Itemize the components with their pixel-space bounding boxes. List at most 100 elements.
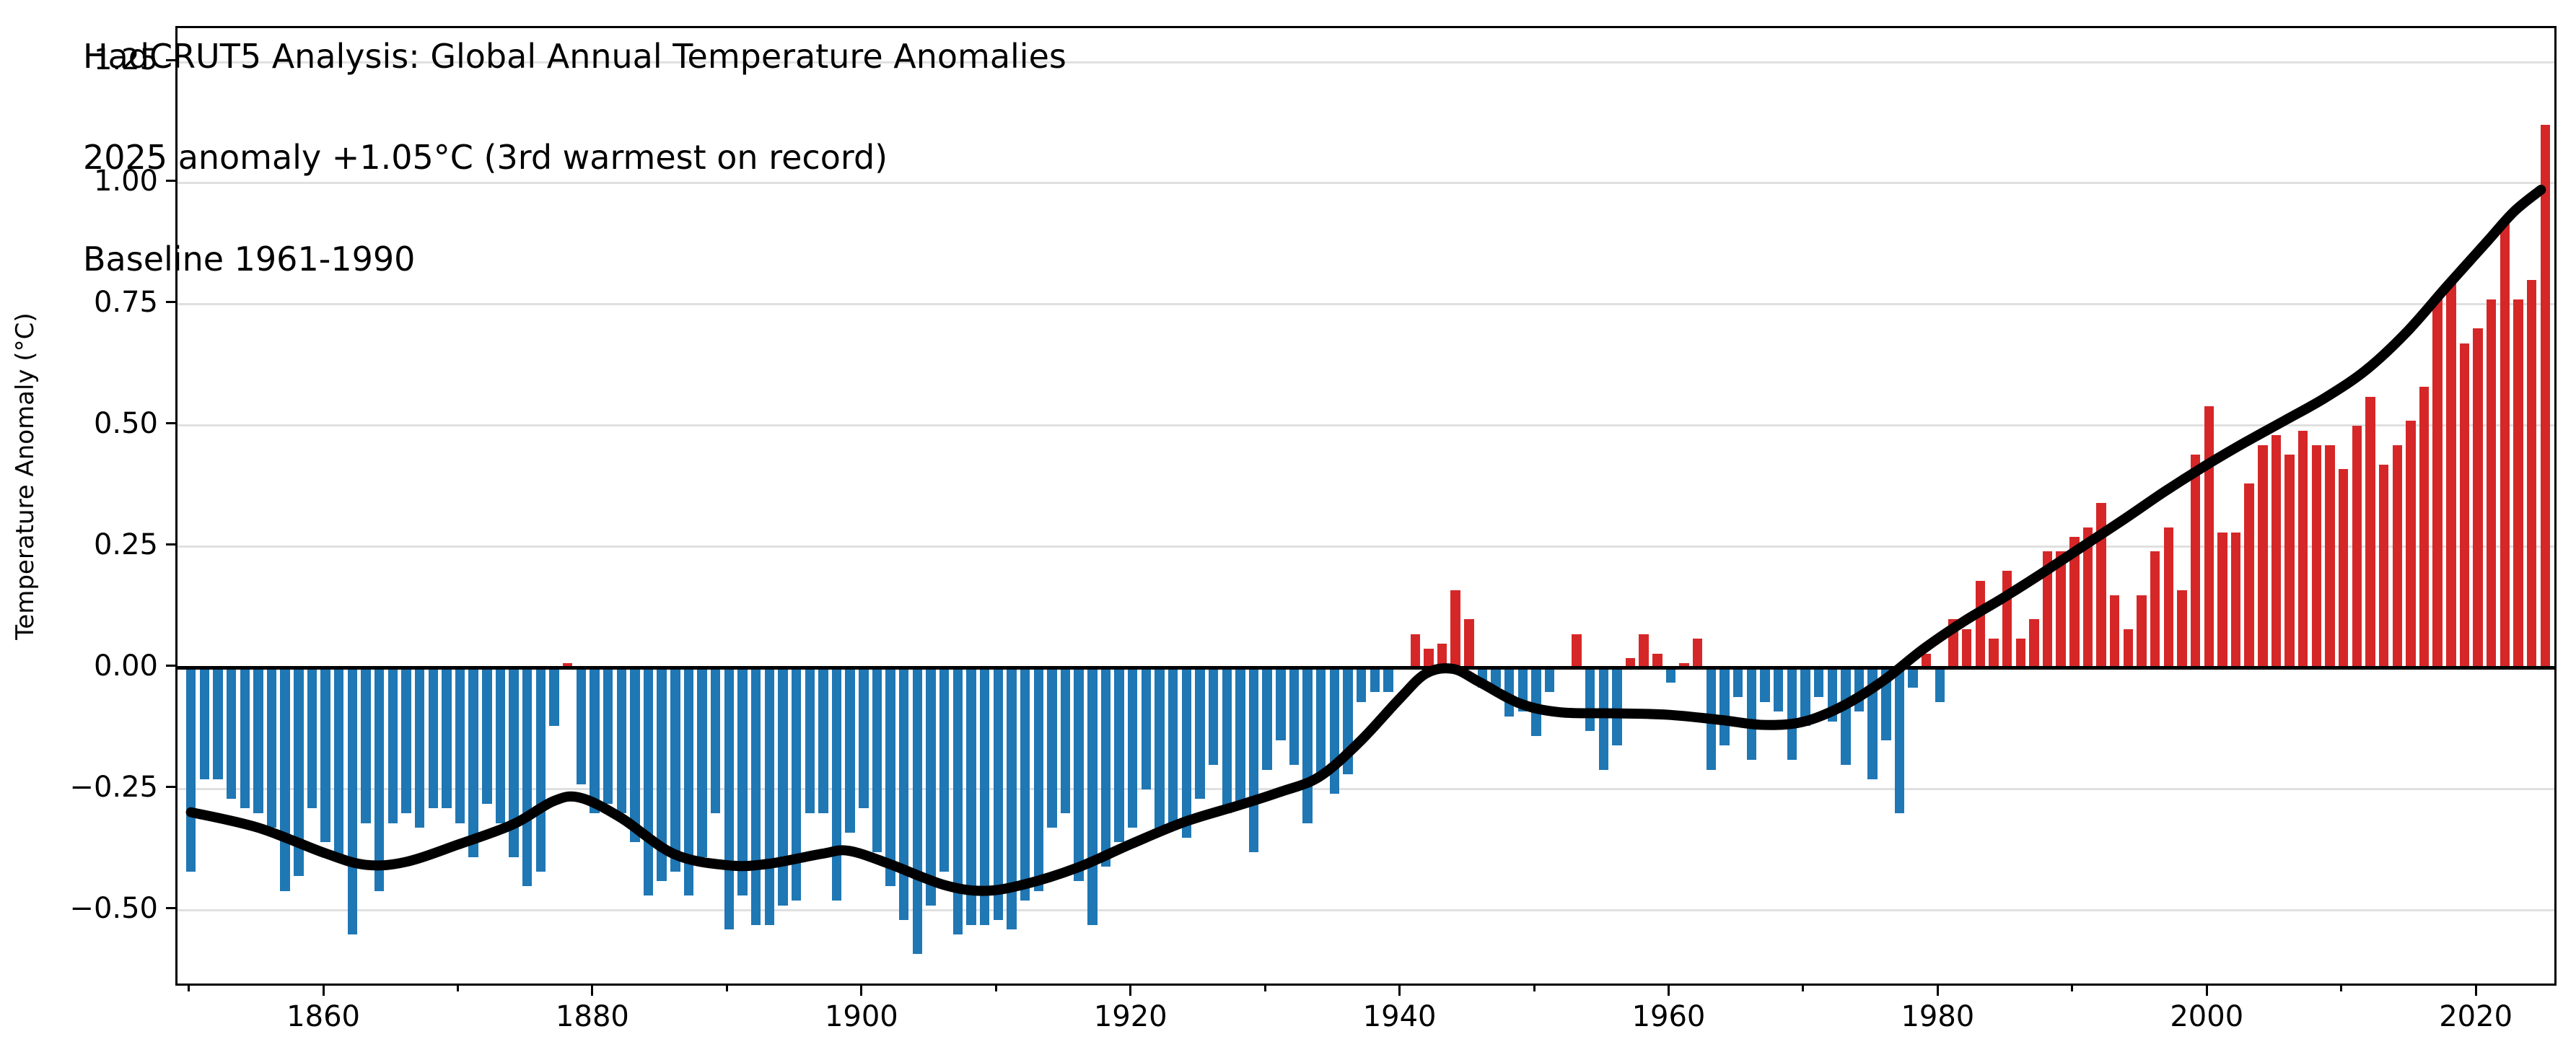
- bar-1939: [1383, 667, 1393, 693]
- bar-1936: [1343, 667, 1353, 775]
- bar-1895: [791, 667, 802, 901]
- bar-1995: [2137, 595, 2147, 668]
- bar-1971: [1813, 667, 1824, 697]
- bar-2017: [2432, 299, 2443, 668]
- bar-1998: [2177, 590, 2187, 668]
- x-tick-mark-major: [860, 986, 863, 996]
- bar-2012: [2365, 396, 2375, 668]
- bar-2007: [2298, 430, 2308, 668]
- bar-1862: [347, 667, 358, 935]
- bar-1860: [320, 667, 330, 843]
- bar-1861: [334, 667, 344, 862]
- bar-1964: [1719, 667, 1730, 746]
- bar-1921: [1141, 667, 1152, 789]
- bar-1892: [750, 667, 761, 925]
- bar-1899: [845, 667, 855, 833]
- bar-1902: [885, 667, 895, 886]
- y-tick-mark: [166, 301, 175, 304]
- bar-1987: [2029, 619, 2039, 668]
- gridline: [178, 182, 2554, 185]
- bar-1996: [2150, 551, 2160, 668]
- x-tick-mark-major: [1667, 986, 1670, 996]
- bar-1857: [280, 667, 290, 891]
- bar-1893: [764, 667, 775, 925]
- bar-1891: [737, 667, 748, 896]
- bar-1867: [414, 667, 425, 828]
- bar-1928: [1235, 667, 1245, 804]
- bar-2009: [2325, 444, 2335, 668]
- gridline: [178, 424, 2554, 427]
- x-tick-mark-major: [1398, 986, 1401, 996]
- y-tick-mark: [166, 907, 175, 910]
- bar-1854: [240, 667, 250, 809]
- y-tick-label: −0.25: [69, 770, 158, 804]
- bar-2013: [2378, 464, 2389, 668]
- y-tick-label: 0.00: [93, 649, 158, 683]
- bar-1966: [1746, 667, 1757, 761]
- bar-2018: [2446, 280, 2456, 668]
- bar-1981: [1948, 619, 1958, 668]
- bar-1906: [939, 667, 950, 872]
- bar-1999: [2190, 455, 2201, 668]
- bar-1978: [1908, 667, 1918, 688]
- y-tick-mark: [166, 543, 175, 546]
- bar-1880: [590, 667, 600, 814]
- x-tick-mark-minor: [457, 986, 460, 991]
- bar-1917: [1087, 667, 1098, 925]
- bar-1941: [1410, 634, 1420, 668]
- bar-1938: [1370, 667, 1380, 693]
- bar-1898: [831, 667, 842, 901]
- bar-1975: [1867, 667, 1878, 780]
- bar-2025: [2540, 125, 2551, 668]
- bar-1915: [1060, 667, 1071, 814]
- bar-1946: [1477, 667, 1488, 688]
- bar-1903: [899, 667, 909, 920]
- bar-2020: [2473, 328, 2483, 668]
- bar-1876: [535, 667, 546, 872]
- bar-1969: [1787, 667, 1797, 761]
- x-tick-mark-minor: [2340, 986, 2343, 991]
- bar-1865: [387, 667, 398, 823]
- bar-1924: [1181, 667, 1191, 838]
- bar-1935: [1329, 667, 1340, 794]
- bar-1985: [2002, 571, 2012, 668]
- plot-area: [175, 26, 2557, 986]
- bar-1905: [926, 667, 936, 906]
- gridline: [178, 909, 2554, 912]
- bar-1858: [294, 667, 304, 877]
- bar-1953: [1572, 634, 1582, 668]
- bar-1991: [2082, 527, 2093, 668]
- bar-2008: [2311, 444, 2322, 668]
- bar-2021: [2487, 299, 2497, 668]
- bar-1926: [1208, 667, 1219, 765]
- bar-1929: [1248, 667, 1259, 852]
- y-tick-mark: [166, 180, 175, 183]
- y-tick-label: 0.50: [93, 406, 158, 440]
- bar-1901: [872, 667, 882, 852]
- x-tick-mark-major: [591, 986, 594, 996]
- bar-1992: [2096, 503, 2106, 668]
- bar-1907: [952, 667, 963, 935]
- bar-1949: [1517, 667, 1528, 712]
- bar-1896: [805, 667, 815, 814]
- bar-1875: [522, 667, 533, 886]
- x-tick-mark-minor: [1533, 986, 1535, 991]
- x-tick-mark-major: [1129, 986, 1132, 996]
- bar-1871: [468, 667, 478, 857]
- y-axis-tick-labels: 1.25 1.00 0.75 0.50 0.25 0.00 −0.25 −0.50: [0, 26, 160, 986]
- bar-1900: [859, 667, 869, 809]
- x-tick-mark-minor: [1802, 986, 1805, 991]
- bar-1881: [603, 667, 613, 804]
- bar-1869: [442, 667, 452, 809]
- bar-1877: [549, 667, 559, 727]
- bar-1942: [1424, 648, 1434, 668]
- bar-2001: [2217, 532, 2227, 668]
- bar-1963: [1706, 667, 1717, 770]
- bar-1937: [1356, 667, 1367, 702]
- x-tick-mark-minor: [994, 986, 997, 991]
- bar-1934: [1316, 667, 1326, 775]
- bar-1873: [495, 667, 506, 823]
- bar-2015: [2406, 421, 2416, 668]
- x-tick-mark-minor: [725, 986, 728, 991]
- bar-1856: [266, 667, 277, 828]
